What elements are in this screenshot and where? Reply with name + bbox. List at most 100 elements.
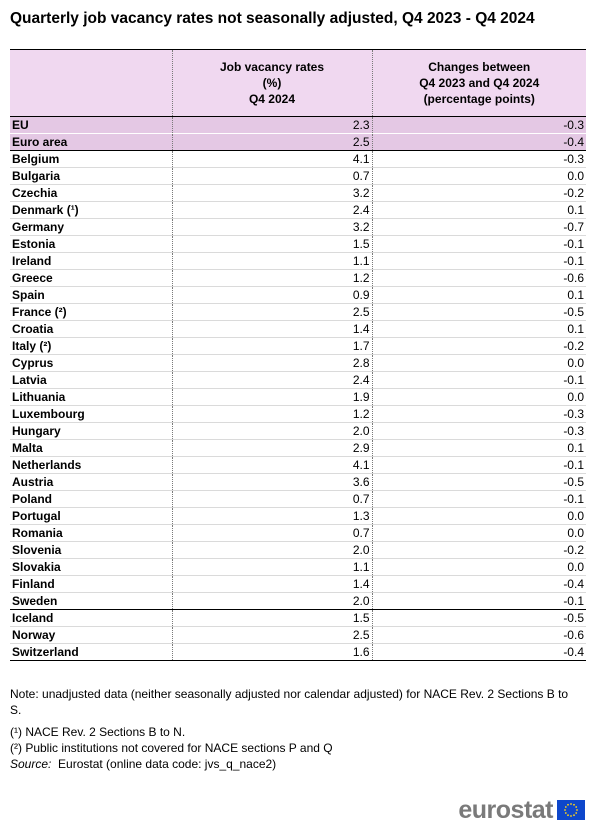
country-name: Slovenia: [10, 541, 173, 559]
table-row: Euro area 2.5 -0.4: [10, 133, 586, 151]
table-row: Hungary 2.0 -0.3: [10, 422, 586, 440]
table-row: Luxembourg 1.2 -0.3: [10, 405, 586, 423]
flag-star: [576, 809, 578, 811]
country-name: Luxembourg: [10, 405, 173, 423]
footnote-2: (²) Public institutions not covered for …: [10, 741, 333, 755]
change-value: 0.1: [372, 320, 586, 338]
vacancy-rate-value: 2.5: [172, 303, 373, 321]
vacancy-rate-value: 2.5: [172, 133, 373, 151]
country-name: Finland: [10, 575, 173, 593]
header-change-line-3: (percentage points): [423, 92, 535, 106]
flag-star: [573, 814, 575, 817]
vacancy-rate-value: 0.9: [172, 286, 373, 304]
country-name: Germany: [10, 218, 173, 236]
table-row: Netherlands 4.1 -0.1: [10, 456, 586, 474]
vacancy-rate-value: 1.7: [172, 337, 373, 355]
table-row: Slovakia 1.1 0.0: [10, 558, 586, 576]
country-name: Norway: [10, 626, 173, 644]
vacancy-rate-value: 1.6: [172, 643, 373, 661]
vacancy-rate-value: 4.1: [172, 150, 373, 168]
change-value: -0.2: [372, 541, 586, 559]
table-row: Latvia 2.4 -0.1: [10, 371, 586, 389]
flag-star: [564, 812, 567, 814]
eu-flag-icon: [557, 800, 585, 820]
table-row: Italy (²) 1.7 -0.2: [10, 337, 586, 355]
change-value: -0.1: [372, 490, 586, 508]
table-row: Austria 3.6 -0.5: [10, 473, 586, 491]
vacancy-rate-value: 2.9: [172, 439, 373, 457]
country-name: Denmark (¹): [10, 201, 173, 219]
flag-star: [570, 815, 572, 817]
vacancy-rate-value: 3.6: [172, 473, 373, 491]
footnote-1: (¹) NACE Rev. 2 Sections B to N.: [10, 725, 186, 739]
country-name: Ireland: [10, 252, 173, 270]
table-row: Romania 0.7 0.0: [10, 524, 586, 542]
country-name: Sweden: [10, 592, 173, 610]
table-row: Malta 2.9 0.1: [10, 439, 586, 457]
flag-star: [573, 803, 575, 806]
vacancy-rate-value: 1.9: [172, 388, 373, 406]
header-change-line-1: Changes between: [428, 60, 531, 74]
change-value: -0.5: [372, 609, 586, 627]
header-rate-line-1: Job vacancy rates: [219, 60, 325, 74]
country-name: Slovakia: [10, 558, 173, 576]
table-row: Greece 1.2 -0.6: [10, 269, 586, 287]
vacancy-rate-value: 1.1: [172, 558, 373, 576]
vacancy-rate-value: 4.1: [172, 456, 373, 474]
flag-star: [564, 809, 566, 811]
vacancy-rate-value: 2.0: [172, 592, 373, 610]
table-row: Portugal 1.3 0.0: [10, 507, 586, 525]
country-name: Lithuania: [10, 388, 173, 406]
change-value: 0.0: [372, 558, 586, 576]
notes-block: Note: unadjusted data (neither seasonall…: [10, 686, 570, 772]
country-name: Hungary: [10, 422, 173, 440]
country-name: Malta: [10, 439, 173, 457]
change-value: -0.3: [372, 405, 586, 423]
table-row: Switzerland 1.6 -0.4: [10, 643, 586, 661]
change-value: -0.4: [372, 133, 586, 151]
source-line: Source: Eurostat (online data code: jvs_…: [10, 756, 570, 772]
change-value: -0.3: [372, 116, 586, 134]
header-rate-line-2: (%): [262, 76, 282, 90]
country-name: Austria: [10, 473, 173, 491]
vacancy-rate-value: 1.3: [172, 507, 373, 525]
flag-star: [575, 806, 578, 808]
chart-title: Quarterly job vacancy rates not seasonal…: [10, 10, 535, 27]
table-row: Norway 2.5 -0.6: [10, 626, 586, 644]
country-name: Euro area: [10, 133, 173, 151]
table-row: Croatia 1.4 0.1: [10, 320, 586, 338]
vacancy-rate-value: 3.2: [172, 218, 373, 236]
change-value: 0.0: [372, 524, 586, 542]
header-rate-line-3: Q4 2024: [248, 92, 296, 106]
table-row: Spain 0.9 0.1: [10, 286, 586, 304]
vacancy-rate-value: 2.3: [172, 116, 373, 134]
change-value: -0.1: [372, 235, 586, 253]
change-value: -0.6: [372, 626, 586, 644]
change-value: -0.7: [372, 218, 586, 236]
country-name: Iceland: [10, 609, 173, 627]
table-row: Belgium 4.1 -0.3: [10, 150, 586, 168]
change-value: 0.0: [372, 354, 586, 372]
header-country: [10, 49, 173, 117]
flag-star: [564, 806, 567, 808]
flag-star: [570, 803, 572, 805]
country-name: France (²): [10, 303, 173, 321]
change-value: -0.6: [372, 269, 586, 287]
change-value: 0.0: [372, 507, 586, 525]
vacancy-rate-value: 1.4: [172, 320, 373, 338]
header-change: Changes between Q4 2023 and Q4 2024 (per…: [372, 49, 586, 117]
table-row: France (²) 2.5 -0.5: [10, 303, 586, 321]
country-name: Italy (²): [10, 337, 173, 355]
vacancy-rate-value: 2.4: [172, 371, 373, 389]
vacancy-rate-value: 2.8: [172, 354, 373, 372]
change-value: -0.1: [372, 252, 586, 270]
change-value: 0.0: [372, 167, 586, 185]
table-row: Finland 1.4 -0.4: [10, 575, 586, 593]
change-value: -0.1: [372, 371, 586, 389]
change-value: -0.1: [372, 592, 586, 610]
vacancy-rate-value: 1.1: [172, 252, 373, 270]
country-name: Netherlands: [10, 456, 173, 474]
vacancy-rate-value: 2.0: [172, 541, 373, 559]
change-value: -0.1: [372, 456, 586, 474]
vacancy-rate-value: 1.2: [172, 269, 373, 287]
